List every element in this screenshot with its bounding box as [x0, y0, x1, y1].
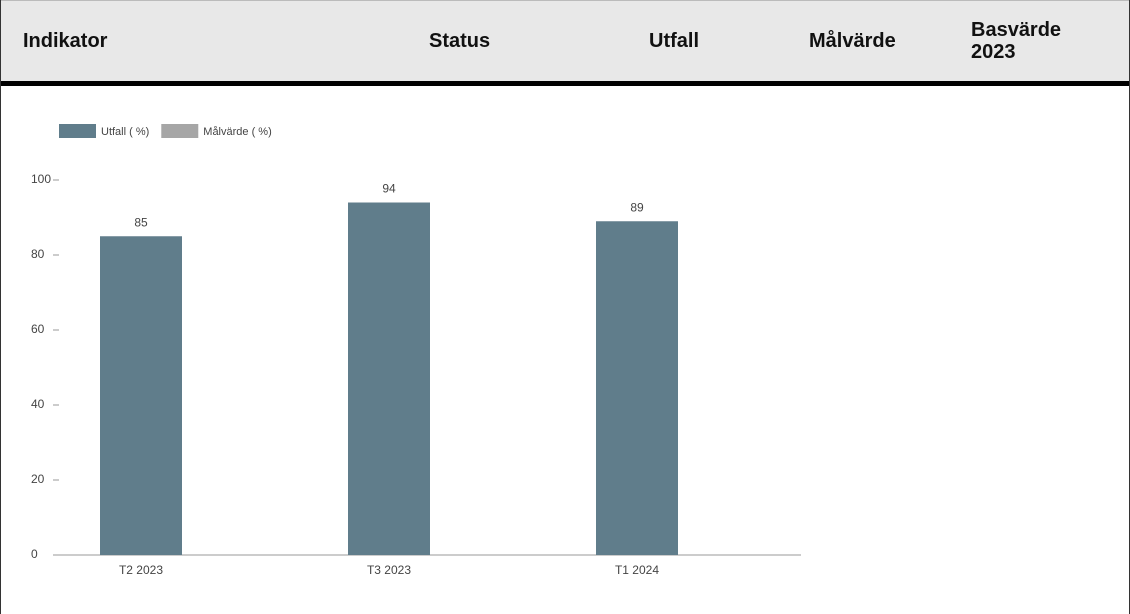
legend-swatch: [161, 124, 199, 138]
y-tick-label: 0: [31, 547, 38, 561]
value-label: 85: [134, 215, 148, 229]
y-tick-label: 40: [31, 397, 45, 411]
bar: [100, 236, 182, 555]
y-tick-label: 20: [31, 472, 45, 486]
y-tick-label: 100: [31, 172, 51, 186]
x-tick-label: T2 2023: [119, 563, 163, 577]
legend-label: Målvärde ( %): [203, 126, 271, 138]
column-header[interactable]: Målvärde: [809, 30, 896, 52]
y-tick-label: 80: [31, 247, 45, 261]
table-header: Indikator Status Utfall Målvärde Basvärd…: [1, 0, 1129, 86]
column-header[interactable]: Utfall: [649, 30, 699, 52]
bar: [348, 202, 430, 555]
column-header[interactable]: Indikator: [23, 30, 108, 52]
value-label: 94: [382, 182, 396, 196]
legend-swatch: [59, 124, 96, 138]
chart: Utfall ( %) Målvärde ( %) 0 20 40 60 80 100 T2 2…: [31, 124, 801, 577]
column-header[interactable]: Status: [429, 30, 491, 52]
column-header[interactable]: Basvärde 2023: [971, 19, 1062, 63]
bar: [596, 221, 678, 555]
x-tick-label: T1 2024: [615, 563, 659, 577]
y-tick-label: 60: [31, 322, 45, 336]
legend-label: Utfall ( %): [101, 126, 149, 138]
value-label: 89: [630, 200, 644, 214]
x-tick-label: T3 2023: [367, 563, 411, 577]
